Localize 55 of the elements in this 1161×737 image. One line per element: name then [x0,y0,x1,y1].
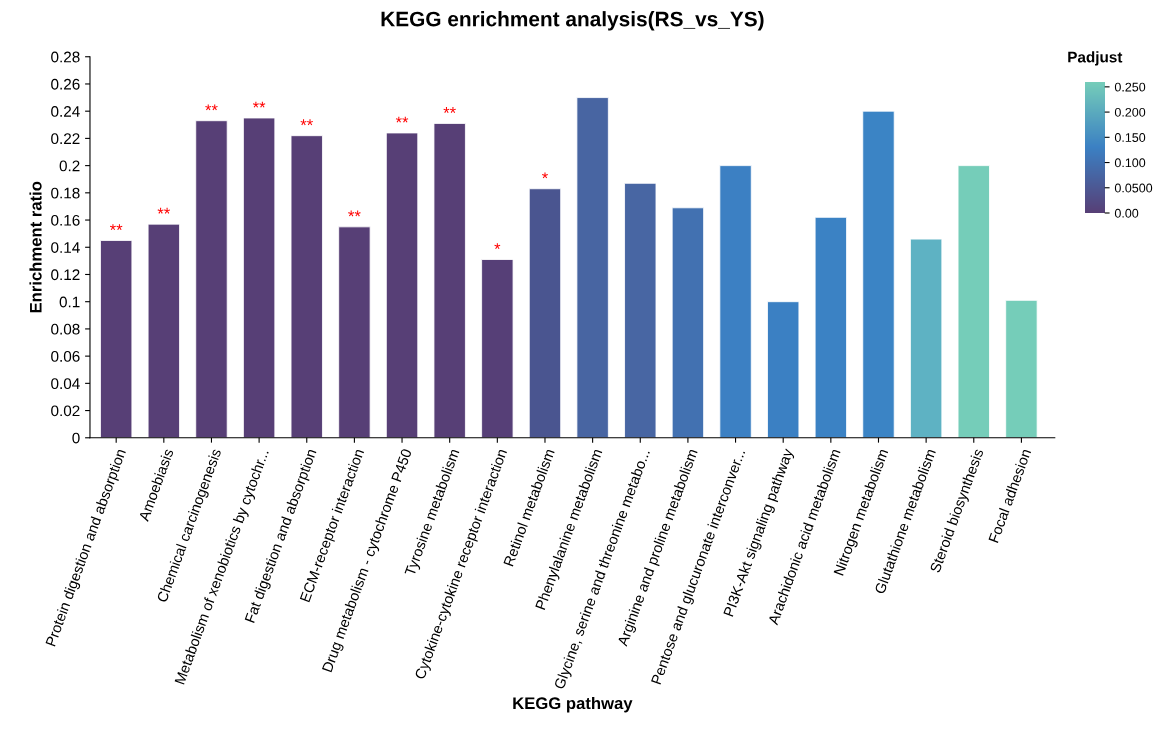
y-tick-label: 0.2 [59,160,80,172]
y-tick-label: 0.02 [51,405,80,417]
y-tick-label: 0.24 [51,106,80,117]
bar [814,216,847,438]
color-bar-label: 0.0500 [1114,183,1153,193]
annotation: ** [300,119,313,126]
color-bar-label: 0.00 [1114,208,1139,218]
bar [481,259,514,438]
annotation: * [542,172,548,179]
annotation: ** [252,101,266,108]
color-bar-label: 0.250 [1114,82,1146,92]
color-bar-label: 0.150 [1114,133,1146,142]
color-bar-label: 0.200 [1114,107,1146,117]
y-tick-label: 0 [72,432,80,444]
bar [528,188,562,438]
bar [433,123,466,438]
y-tick-label: 0.26 [51,78,80,90]
annotation: ** [348,210,361,217]
y-tick-label: 0.04 [51,378,80,390]
y-tick-label: 0.16 [51,214,80,226]
y-tick-label: 0.08 [51,323,80,335]
color-bar-label: 0.100 [1114,158,1146,168]
bar [767,301,800,438]
bar [719,165,752,438]
bar [862,110,895,438]
y-tick-label: 0.06 [51,351,80,362]
bar [909,238,943,438]
annotation: ** [157,207,171,214]
bar [195,120,228,438]
bar [957,165,990,438]
annotation: ** [443,107,456,113]
bar [385,132,419,438]
bar [624,182,657,438]
bar [100,240,133,438]
bar [338,226,371,438]
y-axis-title: Enrichment ratio [29,181,42,313]
chart-title: KEGG enrichment analysis(RS_vs_YS) [381,11,764,31]
y-tick-label: 0.1 [59,296,80,308]
bar [147,223,180,438]
bar [242,117,276,438]
y-tick-label: 0.14 [51,242,80,253]
y-tick-label: 0.22 [51,133,80,145]
bar [290,135,323,438]
color-bar-title: Padjust [1068,51,1123,66]
annotation: ** [109,224,123,230]
x-axis-title: KEGG pathway [513,696,633,713]
y-tick-label: 0.28 [51,51,80,63]
annotation: ** [205,104,218,111]
bar [1005,299,1038,438]
bar [671,207,705,438]
y-tick-label: 0.12 [51,269,80,281]
bar [576,97,609,438]
annotation: ** [395,116,409,123]
annotation: * [494,243,501,250]
y-tick-label: 0.18 [51,187,80,199]
